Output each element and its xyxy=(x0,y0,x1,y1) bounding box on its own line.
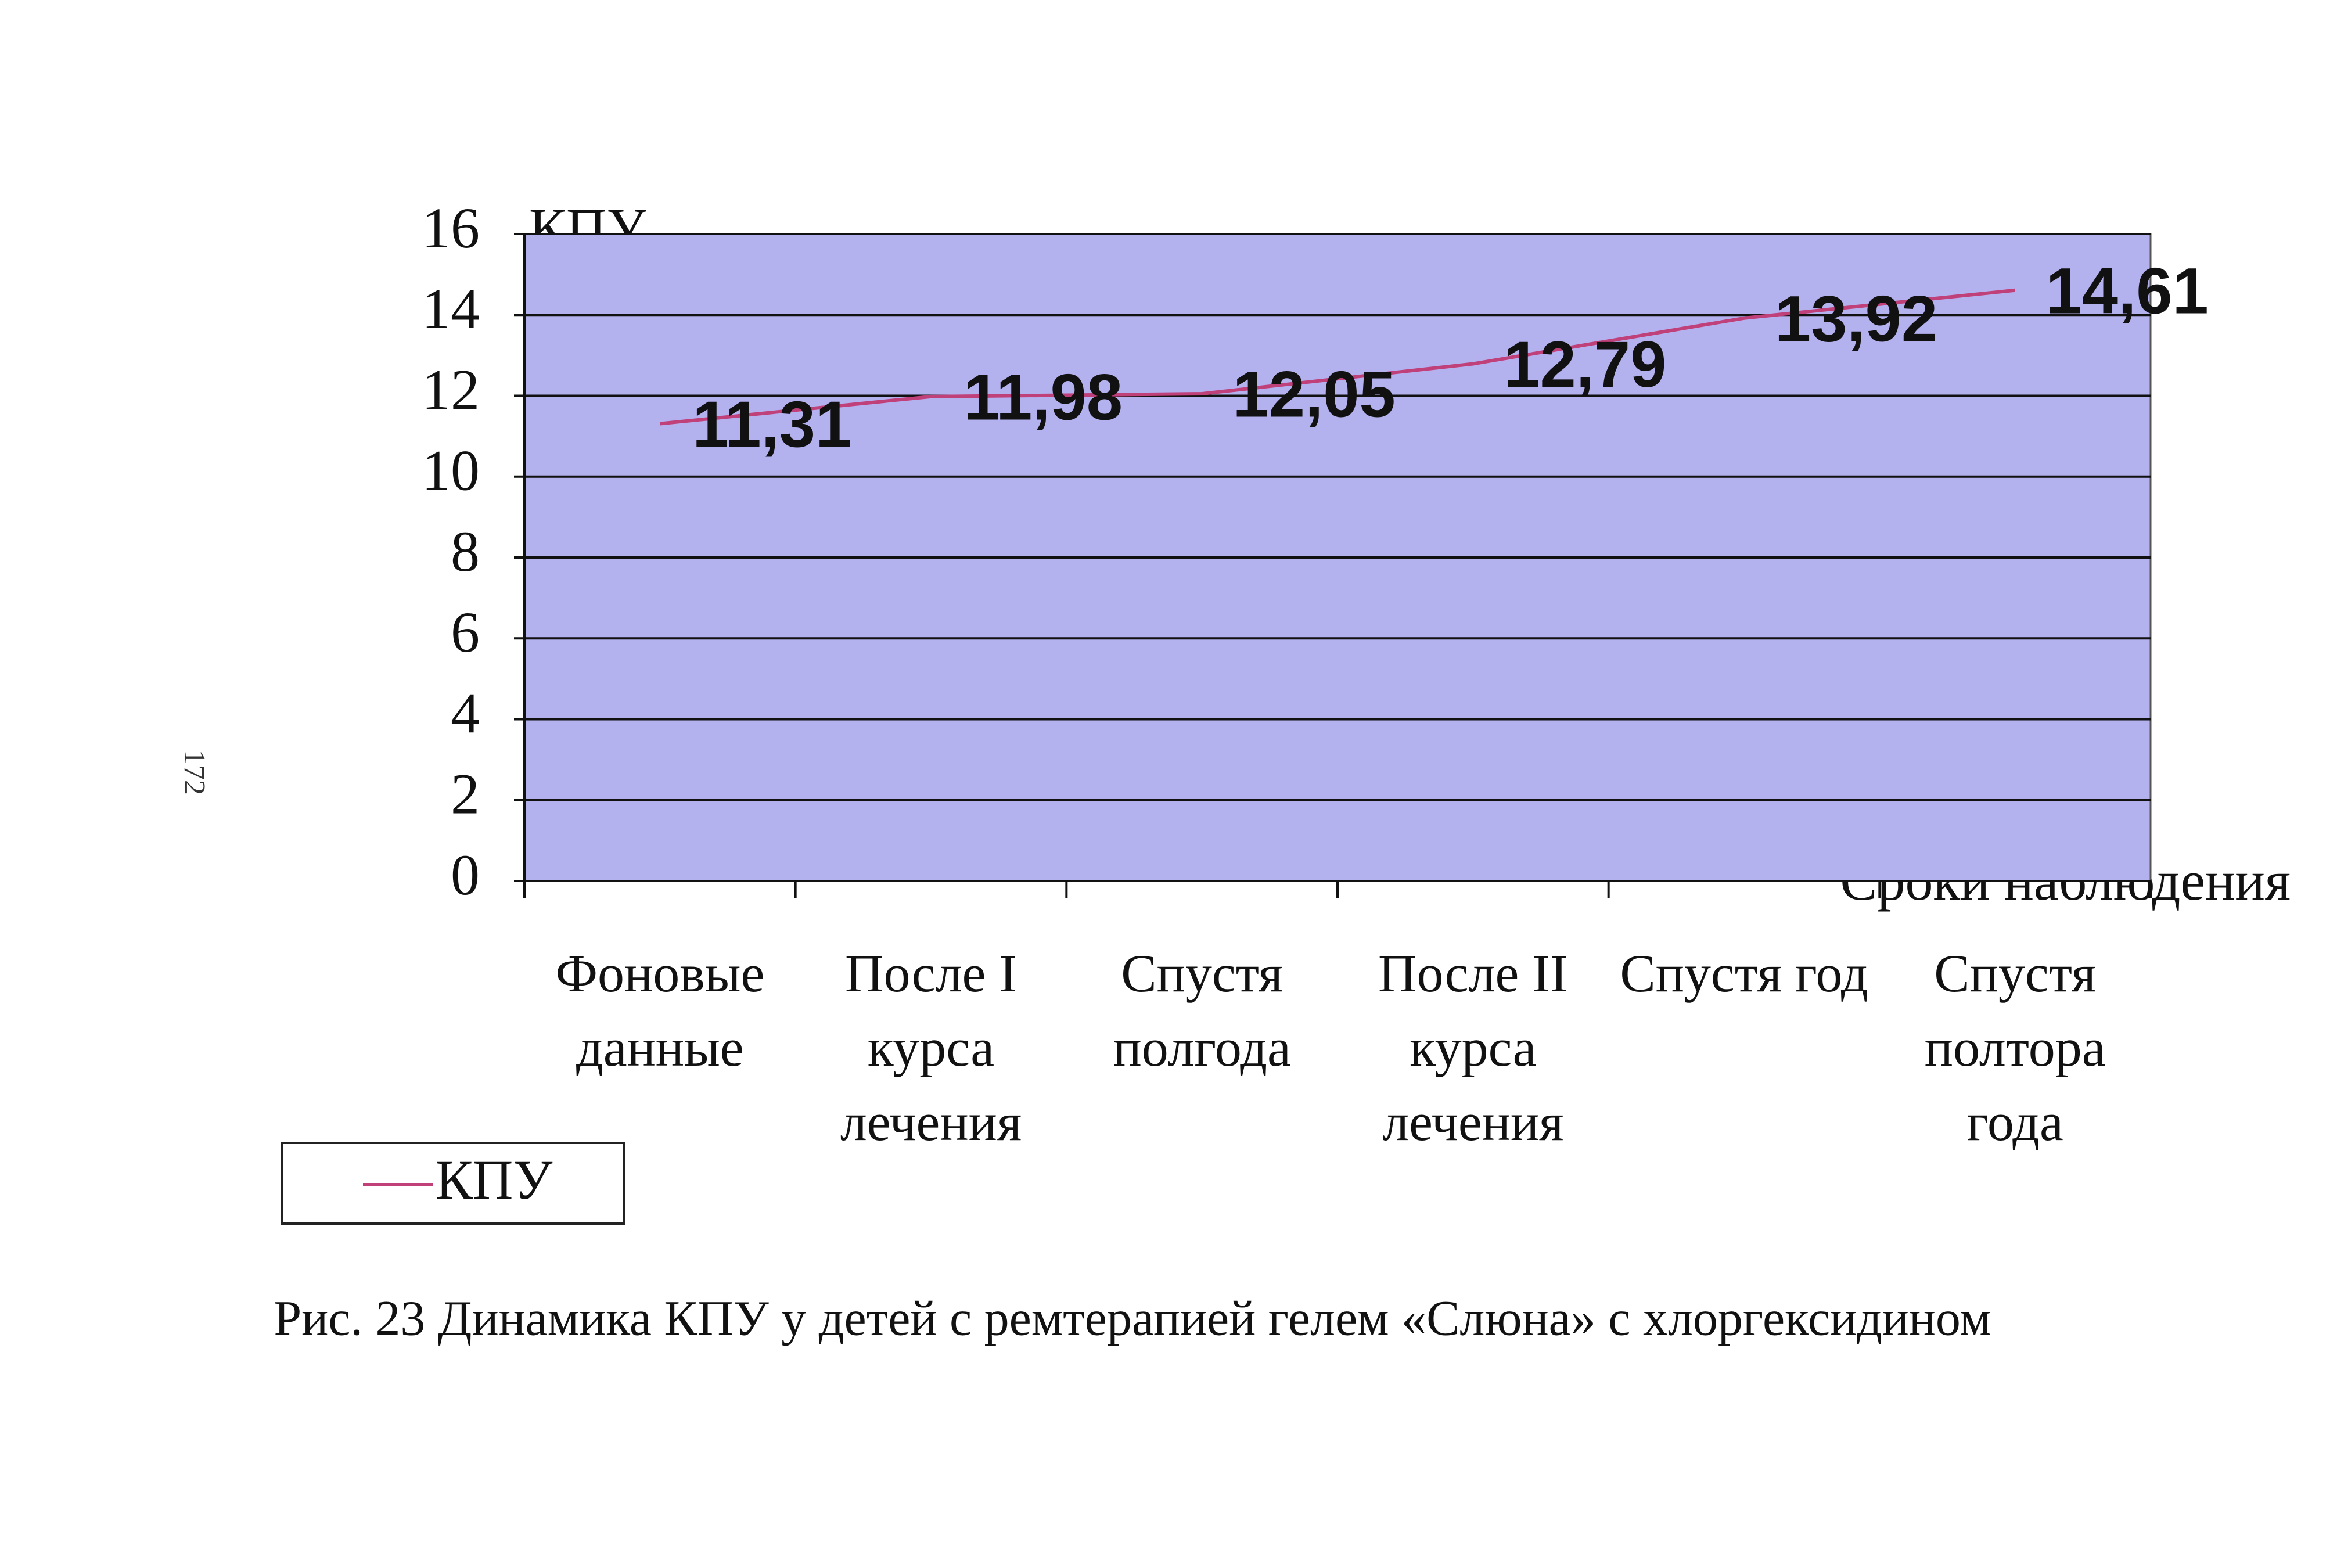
legend-label: КПУ xyxy=(436,1149,552,1211)
data-label: 12,05 xyxy=(1233,358,1396,431)
x-tick-label: После II курса лечения xyxy=(1378,944,1568,1152)
caption: Рис. 23 Динамика КПУ у детей с ремтерапи… xyxy=(274,1290,1991,1346)
y-tick-label: 16 xyxy=(422,196,480,260)
y-tick-label: 0 xyxy=(451,843,480,907)
y-tick-label: 4 xyxy=(451,681,480,745)
x-tick-label: После I курса лечения xyxy=(840,944,1022,1152)
y-tick-label: 2 xyxy=(451,762,480,826)
y-tick-label: 14 xyxy=(422,276,480,341)
x-tick-label: Спустя полтора года xyxy=(1924,944,2106,1152)
page-number: 172 xyxy=(178,750,211,795)
legend-box xyxy=(281,1142,625,1225)
y-tick-label: 6 xyxy=(451,600,480,664)
y-tick-label: 8 xyxy=(451,519,480,584)
data-label: 11,98 xyxy=(963,361,1123,433)
x-tick-label: Фоновые данные xyxy=(555,944,765,1077)
y-tick-label: 10 xyxy=(422,438,480,503)
x-tick-label: Спустя год xyxy=(1620,944,1868,1003)
data-label: 13,92 xyxy=(1775,282,1937,355)
data-label: 11,31 xyxy=(692,388,851,461)
data-line xyxy=(660,288,2015,426)
data-label: 12,79 xyxy=(1504,328,1666,401)
x-tick-label: Спустя полгода xyxy=(1113,944,1291,1077)
y-tick-label: 12 xyxy=(422,357,480,422)
data-label: 14,61 xyxy=(2046,254,2209,327)
